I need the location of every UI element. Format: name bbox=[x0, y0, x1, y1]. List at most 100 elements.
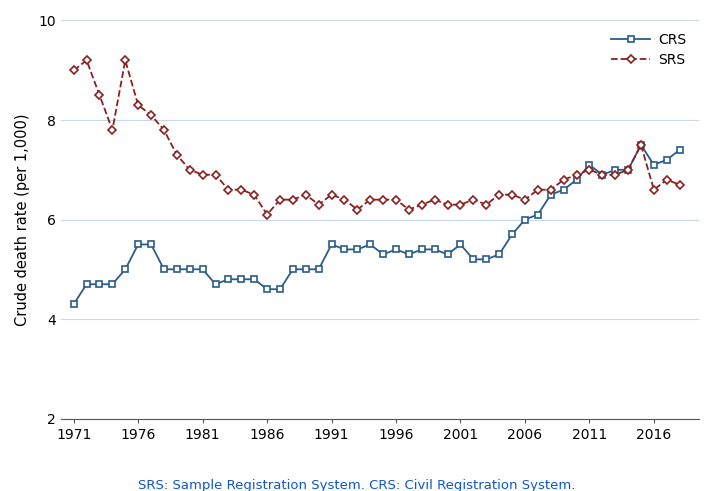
CRS bbox=[263, 286, 271, 292]
CRS bbox=[405, 251, 413, 257]
SRS bbox=[198, 172, 207, 178]
SRS bbox=[121, 57, 129, 63]
SRS bbox=[533, 187, 542, 192]
SRS bbox=[263, 212, 271, 218]
SRS bbox=[160, 127, 169, 133]
CRS bbox=[366, 242, 375, 247]
CRS bbox=[108, 281, 116, 287]
SRS bbox=[173, 152, 181, 158]
CRS bbox=[495, 251, 503, 257]
SRS bbox=[624, 167, 633, 173]
CRS bbox=[559, 187, 568, 192]
CRS bbox=[276, 286, 284, 292]
SRS bbox=[147, 112, 156, 118]
Line: SRS: SRS bbox=[71, 57, 683, 218]
SRS bbox=[650, 187, 658, 192]
SRS bbox=[521, 197, 529, 203]
CRS bbox=[546, 191, 555, 197]
CRS bbox=[637, 142, 645, 148]
CRS bbox=[69, 301, 78, 307]
CRS bbox=[237, 276, 246, 282]
SRS bbox=[134, 102, 143, 108]
CRS bbox=[198, 267, 207, 273]
Legend: CRS, SRS: CRS, SRS bbox=[605, 27, 692, 72]
CRS bbox=[469, 256, 478, 262]
CRS bbox=[327, 242, 336, 247]
CRS bbox=[379, 251, 388, 257]
SRS bbox=[353, 207, 361, 213]
SRS bbox=[288, 197, 297, 203]
SRS bbox=[276, 197, 284, 203]
CRS bbox=[456, 242, 465, 247]
CRS bbox=[482, 256, 491, 262]
CRS bbox=[186, 267, 194, 273]
SRS bbox=[224, 187, 233, 192]
SRS bbox=[611, 172, 620, 178]
CRS bbox=[624, 167, 633, 173]
SRS bbox=[598, 172, 607, 178]
CRS bbox=[572, 177, 580, 183]
SRS bbox=[663, 177, 671, 183]
CRS bbox=[431, 246, 439, 252]
CRS bbox=[508, 232, 516, 238]
Line: CRS: CRS bbox=[71, 142, 683, 307]
SRS bbox=[108, 127, 116, 133]
CRS bbox=[598, 172, 607, 178]
SRS bbox=[431, 197, 439, 203]
SRS bbox=[418, 202, 426, 208]
CRS bbox=[353, 246, 361, 252]
SRS bbox=[250, 191, 258, 197]
SRS bbox=[237, 187, 246, 192]
CRS bbox=[173, 267, 181, 273]
CRS bbox=[121, 267, 129, 273]
SRS bbox=[95, 92, 104, 98]
CRS bbox=[675, 147, 684, 153]
SRS bbox=[392, 197, 401, 203]
SRS bbox=[405, 207, 413, 213]
CRS bbox=[663, 157, 671, 163]
SRS bbox=[301, 191, 310, 197]
Text: SRS: Sample Registration System. CRS: Civil Registration System.: SRS: Sample Registration System. CRS: Ci… bbox=[139, 479, 575, 491]
CRS bbox=[160, 267, 169, 273]
SRS bbox=[443, 202, 452, 208]
SRS bbox=[366, 197, 375, 203]
CRS bbox=[533, 212, 542, 218]
SRS bbox=[495, 191, 503, 197]
SRS bbox=[508, 191, 516, 197]
SRS bbox=[482, 202, 491, 208]
SRS bbox=[327, 191, 336, 197]
SRS bbox=[559, 177, 568, 183]
CRS bbox=[340, 246, 348, 252]
SRS bbox=[456, 202, 465, 208]
SRS bbox=[340, 197, 348, 203]
CRS bbox=[418, 246, 426, 252]
SRS bbox=[675, 182, 684, 188]
CRS bbox=[301, 267, 310, 273]
SRS bbox=[186, 167, 194, 173]
CRS bbox=[611, 167, 620, 173]
CRS bbox=[443, 251, 452, 257]
CRS bbox=[392, 246, 401, 252]
CRS bbox=[95, 281, 104, 287]
CRS bbox=[134, 242, 143, 247]
SRS bbox=[211, 172, 220, 178]
CRS bbox=[650, 162, 658, 168]
SRS bbox=[379, 197, 388, 203]
CRS bbox=[224, 276, 233, 282]
Y-axis label: Crude death rate (per 1,000): Crude death rate (per 1,000) bbox=[15, 113, 30, 326]
CRS bbox=[211, 281, 220, 287]
CRS bbox=[82, 281, 91, 287]
CRS bbox=[585, 162, 594, 168]
SRS bbox=[82, 57, 91, 63]
CRS bbox=[147, 242, 156, 247]
SRS bbox=[572, 172, 580, 178]
SRS bbox=[314, 202, 323, 208]
CRS bbox=[521, 217, 529, 222]
CRS bbox=[288, 267, 297, 273]
CRS bbox=[314, 267, 323, 273]
SRS bbox=[585, 167, 594, 173]
SRS bbox=[546, 187, 555, 192]
SRS bbox=[637, 142, 645, 148]
CRS bbox=[250, 276, 258, 282]
SRS bbox=[469, 197, 478, 203]
